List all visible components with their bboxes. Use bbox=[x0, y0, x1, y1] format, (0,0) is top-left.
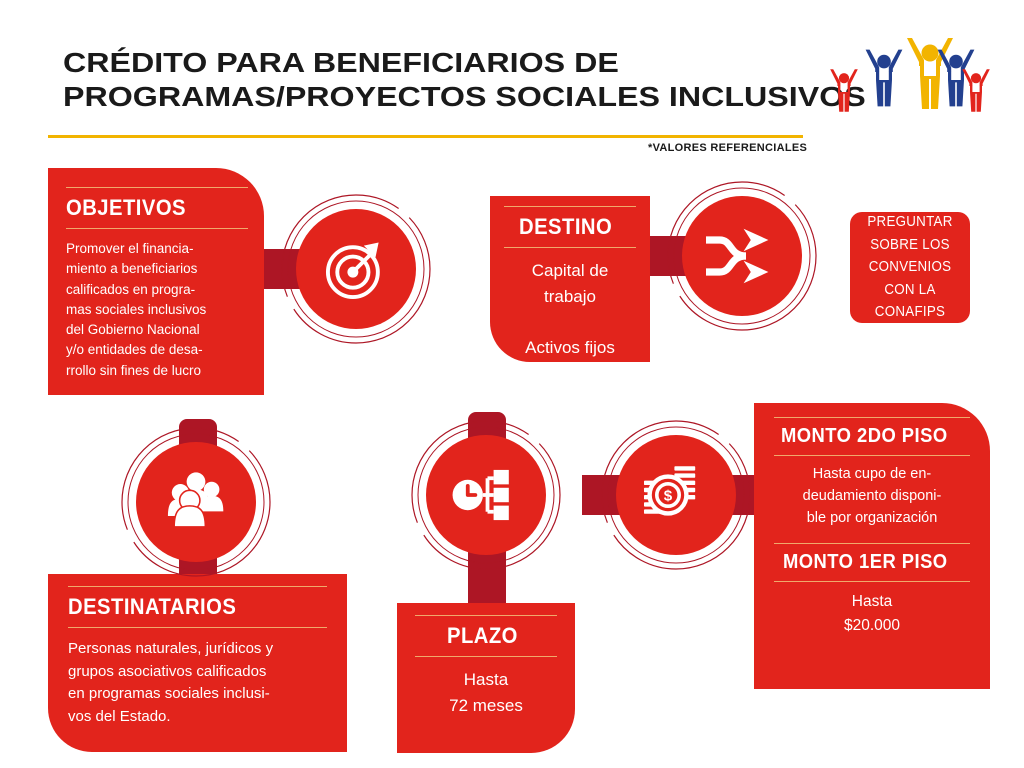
svg-text:$: $ bbox=[664, 488, 673, 505]
